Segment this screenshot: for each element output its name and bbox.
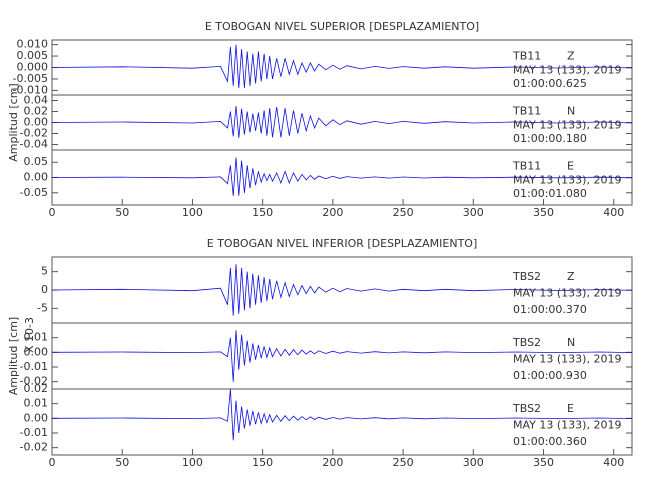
y-tick-label: 0.01 [24, 331, 49, 344]
time-label: 01:00:00.360 [513, 435, 587, 448]
y-tick-label: -0.04 [20, 138, 48, 151]
y-tick-label: 0.00 [24, 345, 49, 358]
chart-title: E TOBOGAN NIVEL SUPERIOR [DESPLAZAMIENTO… [205, 20, 479, 33]
y-tick-label: 0.02 [24, 382, 49, 395]
x-tick-label: 250 [393, 206, 414, 219]
waveform [51, 388, 633, 441]
component-label: N [567, 105, 575, 118]
panel-frame [51, 388, 633, 456]
y-multiplier: X 10-3 [23, 317, 36, 353]
y-tick-label: -0.010 [13, 83, 48, 96]
y-tick-label: -0.005 [13, 72, 48, 85]
time-label: 01:00:00.370 [513, 303, 587, 316]
component-label: Z [567, 50, 575, 63]
time-label: 01:00:00.180 [513, 132, 587, 145]
waveform [51, 44, 633, 89]
x-tick-label: 0 [49, 206, 56, 219]
x-tick-label: 150 [252, 206, 273, 219]
y-axis-label: Amplitud [cm] [7, 317, 20, 395]
y-tick-label: 0.01 [24, 397, 49, 410]
x-tick-label: 150 [252, 456, 273, 469]
time-label: 01:00:00.930 [513, 369, 587, 382]
y-tick-label: -0.05 [20, 186, 48, 199]
station-label: TB11 [512, 105, 541, 118]
station-label: TB11 [512, 50, 541, 63]
y-tick-label: -0.01 [20, 426, 48, 439]
x-tick-label: 200 [322, 206, 343, 219]
date-label: MAY 13 (133), 2019 [513, 418, 621, 431]
x-tick-label: 0 [49, 456, 56, 469]
station-label: TBS2 [512, 402, 541, 415]
x-tick-label: 100 [182, 456, 203, 469]
component-label: Z [567, 270, 575, 283]
waveform [51, 264, 633, 316]
chart-title: E TOBOGAN NIVEL INFERIOR [DESPLAZAMIENTO… [207, 237, 478, 250]
time-label: 01:00:01.080 [513, 187, 587, 200]
waveform [51, 157, 633, 196]
y-tick-label: 0.010 [17, 38, 49, 51]
y-tick-label: 0.000 [17, 61, 49, 74]
y-tick-label: 0.005 [17, 49, 49, 62]
x-tick-label: 250 [393, 456, 414, 469]
x-tick-label: 400 [603, 456, 624, 469]
y-tick-label: 0.00 [24, 116, 49, 129]
y-tick-label: -0.02 [20, 375, 48, 388]
x-tick-label: 50 [115, 206, 129, 219]
y-tick-label: 0.02 [24, 105, 49, 118]
component-label: N [567, 336, 575, 349]
date-label: MAY 13 (133), 2019 [513, 352, 621, 365]
y-tick-label: 0.04 [24, 94, 49, 107]
waveform [51, 105, 633, 138]
y-tick-label: -0.01 [20, 360, 48, 373]
y-tick-label: 0.00 [24, 411, 49, 424]
component-label: E [567, 402, 574, 415]
y-tick-label: 5 [41, 265, 48, 278]
y-tick-label: -0.02 [20, 441, 48, 454]
x-tick-label: 200 [322, 456, 343, 469]
y-tick-label: 0 [41, 283, 48, 296]
x-tick-label: 50 [115, 456, 129, 469]
date-label: MAY 13 (133), 2019 [513, 63, 621, 76]
y-tick-label: 0.00 [24, 171, 49, 184]
station-label: TBS2 [512, 270, 541, 283]
y-tick-label: 0.05 [24, 155, 49, 168]
component-label: E [567, 160, 574, 173]
x-tick-label: 350 [533, 206, 554, 219]
x-tick-label: 350 [533, 456, 554, 469]
date-label: MAY 13 (133), 2019 [513, 118, 621, 131]
time-label: 01:00:00.625 [513, 77, 587, 90]
date-label: MAY 13 (133), 2019 [513, 173, 621, 186]
x-tick-label: 400 [603, 206, 624, 219]
x-tick-label: 300 [463, 206, 484, 219]
waveform [51, 330, 633, 382]
station-label: TB11 [512, 160, 541, 173]
x-tick-label: 300 [463, 456, 484, 469]
y-tick-label: -5 [37, 301, 48, 314]
station-label: TBS2 [512, 336, 541, 349]
date-label: MAY 13 (133), 2019 [513, 286, 621, 299]
y-axis-label: Amplitud [cm] [7, 83, 20, 161]
x-tick-label: 100 [182, 206, 203, 219]
y-tick-label: -0.02 [20, 127, 48, 140]
